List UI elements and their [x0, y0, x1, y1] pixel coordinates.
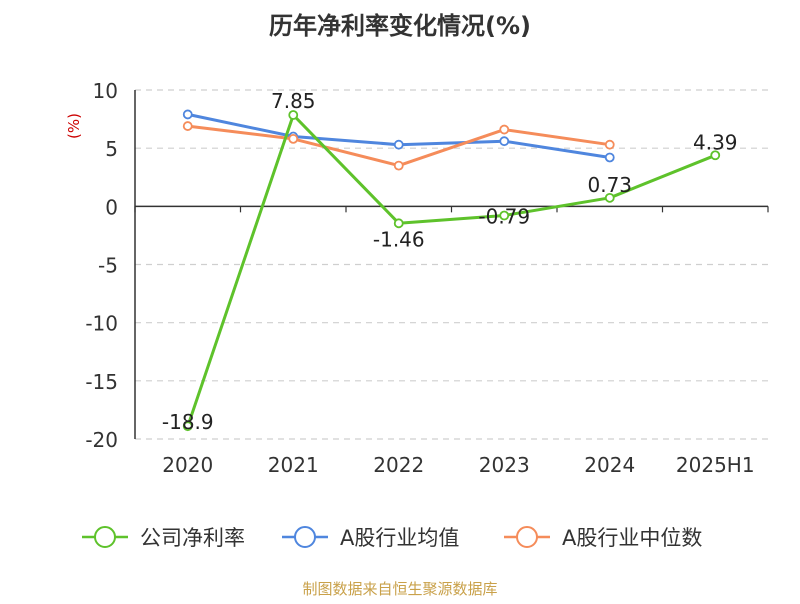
data-point	[393, 160, 404, 171]
data-point	[710, 150, 721, 161]
data-point	[499, 210, 510, 221]
data-point	[288, 110, 299, 120]
legend-label: A股行业中位数	[562, 526, 702, 550]
data-point	[288, 133, 299, 144]
x-tick-label: 2024	[584, 453, 635, 477]
data-labels: -18.9 7.85 -1.46 -0.79 0.73 4.39	[162, 89, 738, 434]
data-label: 4.39	[693, 130, 738, 154]
data-point	[604, 139, 615, 150]
source-note: 制图数据来自恒生聚源数据库	[302, 580, 497, 598]
legend-marker	[294, 526, 316, 548]
x-tick-label: 2021	[268, 453, 319, 477]
y-tick-label: -10	[85, 312, 118, 336]
data-point	[393, 139, 404, 150]
x-tick-label: 2022	[373, 453, 424, 477]
y-tick-label: -15	[85, 370, 118, 394]
data-point	[393, 218, 404, 229]
data-point	[604, 192, 615, 203]
data-point	[182, 421, 193, 432]
data-point	[499, 136, 510, 147]
data-point	[182, 121, 193, 131]
y-axis-label: (%)	[65, 113, 83, 139]
x-tick-label: 2020	[162, 453, 213, 477]
data-label: -1.46	[373, 227, 425, 251]
y-tick-label: -20	[85, 428, 118, 452]
y-tick-label: -5	[98, 254, 118, 278]
data-label: 7.85	[271, 89, 316, 113]
legend-marker	[94, 526, 116, 548]
y-tick-label: 0	[105, 195, 118, 219]
data-point	[182, 109, 193, 120]
series-line	[186, 113, 717, 428]
x-tick-label: 2023	[479, 453, 530, 477]
data-label: 0.73	[587, 173, 632, 197]
x-tick-label: 2025H1	[676, 453, 755, 477]
legend-label: 公司净利率	[140, 526, 245, 550]
data-label: -18.9	[162, 410, 214, 434]
legend-label: A股行业均值	[340, 526, 459, 550]
chart-title: 历年净利率变化情况(%)	[269, 12, 531, 40]
legend-marker	[516, 526, 538, 548]
series-layer	[182, 109, 721, 432]
axes: 10 5 0 -5 -10 -15 -20 2020 2021 2022 2023 2024 2025H…	[85, 79, 769, 477]
data-point	[499, 124, 510, 135]
data-label: -0.79	[478, 205, 530, 229]
y-tick-label: 10	[93, 79, 118, 103]
y-tick-label: 5	[105, 137, 118, 161]
data-point	[604, 152, 615, 163]
legend: 公司净利率 A股行业均值 A股行业中位数	[82, 526, 702, 550]
